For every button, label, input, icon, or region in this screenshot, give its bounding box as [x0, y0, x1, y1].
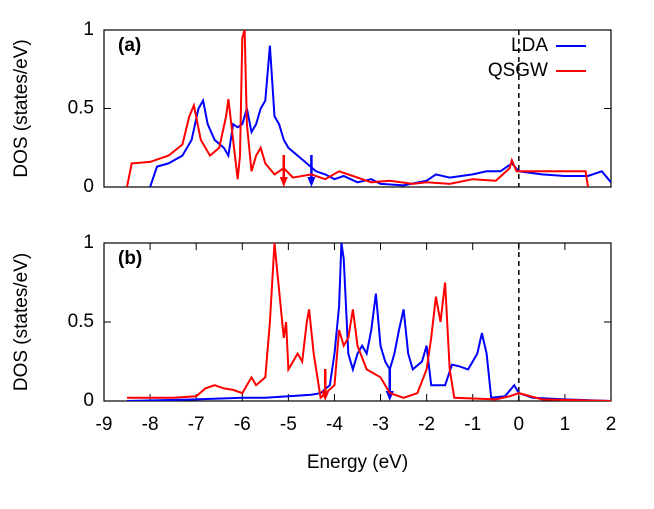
y-tick-label: 1: [83, 232, 94, 253]
data-line: [126, 30, 589, 187]
y-tick-label: 0: [83, 390, 94, 411]
x-tick-label: 2: [606, 414, 617, 435]
x-tick-label: -2: [418, 414, 435, 435]
data-line: [149, 45, 611, 187]
x-tick-label: -9: [96, 414, 113, 435]
y-tick-label: 0.5: [68, 98, 94, 119]
x-tick-label: -5: [280, 414, 297, 435]
x-tick-label: -4: [326, 414, 343, 435]
series: [127, 243, 611, 401]
arrow-head: [321, 391, 330, 401]
panel-label: (b): [118, 248, 142, 269]
x-tick-label: -7: [188, 414, 205, 435]
series: [149, 45, 611, 187]
panel-label: (a): [118, 35, 141, 56]
legend-label: QSGW: [488, 60, 548, 81]
data-line: [126, 243, 611, 401]
x-tick-label: -1: [464, 414, 481, 435]
x-tick-label: 1: [560, 414, 571, 435]
x-tick-label: 0: [514, 414, 525, 435]
series: [126, 243, 611, 401]
arrow-head: [279, 177, 288, 187]
y-axis-label: DOS (states/eV): [11, 39, 32, 177]
x-axis-label: Energy (eV): [307, 452, 408, 473]
data-line: [127, 243, 611, 401]
x-tick-label: -8: [142, 414, 159, 435]
legend-label: LDA: [511, 35, 548, 56]
y-axis-label: DOS (states/eV): [11, 253, 32, 391]
x-tick-label: -3: [372, 414, 389, 435]
arrow-head: [307, 177, 316, 187]
y-tick-label: 0: [83, 176, 94, 197]
x-tick-label: -6: [234, 414, 251, 435]
plot-frame: [103, 242, 612, 402]
y-tick-label: 1: [83, 19, 94, 40]
series: [126, 30, 589, 187]
y-tick-label: 0.5: [68, 311, 94, 332]
